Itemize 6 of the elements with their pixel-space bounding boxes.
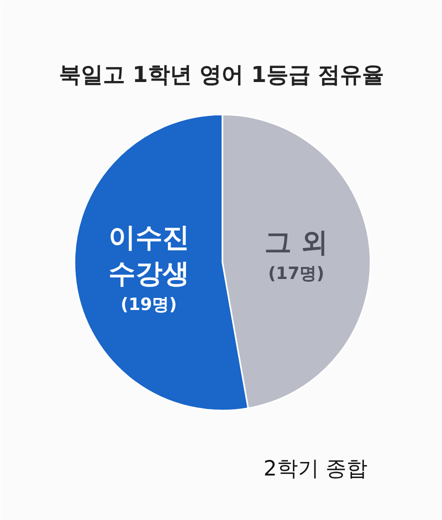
- chart-title: 북일고 1학년 영어 1등급 점유율: [58, 63, 384, 88]
- slice-label: 이수진 수강생: [108, 222, 190, 290]
- text: 2학기 종합: [263, 456, 368, 480]
- slice-label: 그 외: [264, 228, 328, 259]
- data-label: (17명): [268, 264, 324, 284]
- data-label: (19명): [120, 294, 177, 315]
